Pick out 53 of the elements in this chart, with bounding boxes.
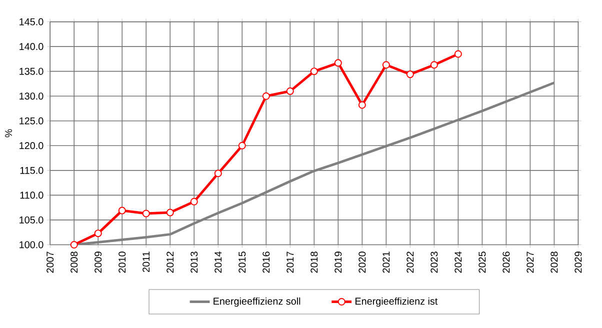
x-tick-label: 2008 — [70, 252, 78, 273]
x-tick-label: 2017 — [286, 252, 294, 273]
point — [262, 92, 270, 100]
y-tick-label: 115.0 — [20, 166, 44, 174]
x-tick-label: 2013 — [190, 252, 198, 273]
x-tick-label: 2019 — [334, 252, 342, 273]
x-tick-label: 2026 — [502, 252, 510, 273]
x-tick-label: 2014 — [214, 252, 222, 273]
point — [334, 59, 342, 67]
y-tick-label: 130.0 — [20, 92, 44, 100]
x-tick-label: 2020 — [358, 252, 366, 273]
x-tick-label: 2029 — [574, 252, 582, 273]
x-tick-label: 2027 — [526, 252, 534, 273]
point — [166, 208, 174, 216]
y-tick-label: 140.0 — [20, 43, 44, 50]
point — [142, 210, 150, 218]
point — [310, 68, 318, 76]
point — [214, 170, 222, 178]
point — [190, 198, 198, 206]
y-axis-title: % — [5, 129, 12, 138]
y-tick-label: 125.0 — [20, 117, 44, 124]
point — [94, 230, 102, 238]
y-tick-label: 120.0 — [20, 142, 44, 150]
x-tick-label: 2011 — [142, 252, 150, 272]
y-tick-label: 100.0 — [20, 241, 44, 248]
y-tick-label: 145.0 — [20, 18, 44, 26]
point — [286, 87, 294, 95]
point — [454, 50, 462, 58]
x-tick-label: 2022 — [406, 252, 414, 273]
point — [238, 142, 246, 150]
x-tick-label: 2015 — [238, 252, 246, 273]
point — [358, 101, 366, 109]
x-tick-label: 2025 — [478, 252, 486, 273]
x-tick-label: 2012 — [166, 252, 174, 273]
legend-label: Energieeffizienz ist — [356, 297, 438, 307]
x-tick-label: 2021 — [382, 252, 390, 273]
x-tick-label: 2007 — [46, 252, 54, 273]
legend-label: Energieeffizienz soll — [214, 297, 300, 307]
point — [406, 70, 414, 78]
x-tick-label: 2024 — [454, 252, 462, 273]
point — [70, 240, 78, 249]
x-tick-label: 2010 — [118, 252, 126, 273]
point — [118, 206, 126, 214]
point — [382, 61, 390, 69]
x-tick-label: 2016 — [262, 252, 270, 273]
y-tick-label: 110.0 — [20, 192, 44, 199]
x-tick-label: 2028 — [550, 252, 558, 273]
x-tick-label: 2018 — [310, 252, 318, 273]
point — [430, 61, 438, 69]
y-tick-label: 135.0 — [20, 68, 44, 75]
x-tick-label: 2023 — [430, 252, 438, 273]
x-tick-label: 2009 — [94, 252, 102, 273]
y-tick-label: 105.0 — [20, 216, 44, 224]
